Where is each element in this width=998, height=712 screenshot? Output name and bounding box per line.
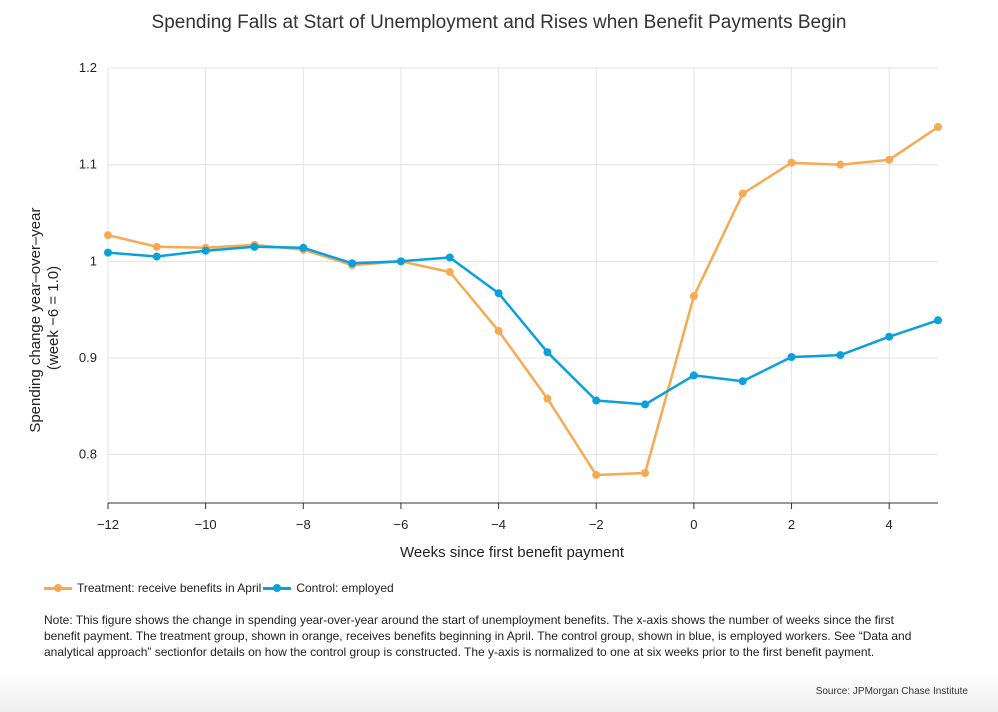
data-point-treatment	[543, 394, 552, 403]
y-tick-label: 0.8	[79, 447, 97, 462]
footer-band	[0, 672, 998, 712]
x-tick-label: −6	[394, 517, 409, 532]
legend-item-treatment: Treatment: receive benefits in April	[44, 581, 261, 595]
x-tick-label: 2	[788, 517, 795, 532]
legend-swatch-control	[263, 582, 292, 594]
x-tick-label: −8	[296, 517, 311, 532]
source-credit: Source: JPMorgan Chase Institute	[815, 686, 968, 697]
data-point-control	[836, 351, 845, 360]
data-point-treatment	[445, 267, 454, 276]
data-point-treatment	[641, 469, 650, 478]
data-point-control	[152, 252, 161, 261]
data-point-control	[250, 242, 259, 251]
data-point-treatment	[787, 158, 796, 167]
legend: Treatment: receive benefits in April Con…	[44, 581, 396, 595]
data-point-control	[104, 248, 112, 257]
y-tick-label: 1	[90, 253, 97, 268]
x-tick-label: 4	[886, 517, 893, 532]
series-group	[104, 122, 942, 479]
data-point-control	[738, 377, 747, 386]
data-point-treatment	[494, 326, 503, 335]
data-point-control	[201, 246, 210, 255]
data-point-treatment	[836, 160, 845, 169]
data-point-control	[445, 253, 454, 262]
data-point-control	[348, 259, 357, 268]
axes: 0.8 0.9 1 1.1 1.2 −12 −10 −8 −6 −4 −2 0 2 4	[79, 60, 938, 532]
data-point-control	[592, 396, 601, 405]
data-point-control	[885, 332, 894, 341]
legend-label-treatment: Treatment: receive benefits in April	[77, 581, 262, 595]
data-point-control	[396, 257, 405, 266]
y-tick-label: 0.9	[79, 350, 97, 365]
x-tick-label: −2	[589, 517, 604, 532]
y-axis-label: Spending change year–over–year (week −6 …	[27, 203, 62, 432]
data-point-treatment	[152, 242, 161, 251]
data-point-control	[494, 289, 503, 298]
x-tick-label: −4	[491, 517, 506, 532]
y-axis-label-line1: Spending change year–over–year	[27, 208, 44, 433]
data-point-treatment	[738, 189, 747, 198]
data-point-treatment	[592, 470, 601, 479]
data-point-treatment	[104, 231, 112, 240]
data-point-control	[787, 353, 796, 362]
series-line-control	[107, 245, 939, 406]
x-tick-label: 0	[690, 517, 697, 532]
data-point-treatment	[885, 155, 894, 164]
data-point-control	[689, 371, 698, 380]
x-axis-label: Weeks since first benefit payment	[400, 544, 625, 561]
grid-lines	[107, 67, 938, 503]
legend-swatch-treatment	[44, 582, 72, 594]
data-point-control	[543, 348, 552, 357]
legend-item-control: Control: employed	[263, 581, 394, 595]
data-point-control	[934, 316, 942, 325]
y-tick-label: 1.1	[79, 157, 97, 172]
y-axis-label-line2: (week −6 = 1.0)	[45, 266, 62, 370]
legend-label-control: Control: employed	[296, 581, 394, 595]
series-line-treatment	[107, 125, 939, 477]
y-tick-label: 1.2	[79, 60, 97, 75]
x-tick-label: −12	[97, 517, 119, 532]
chart-title: Spending Falls at Start of Unemployment …	[151, 12, 847, 33]
data-point-treatment	[689, 292, 698, 301]
data-point-control	[641, 400, 650, 409]
line-chart: 0.8 0.9 1 1.1 1.2 −12 −10 −8 −6 −4 −2 0 2 4 Weeks sin…	[27, 60, 942, 561]
data-point-control	[299, 243, 308, 252]
data-point-treatment	[934, 122, 942, 131]
x-tick-label: −10	[195, 517, 217, 532]
figure-note: Note: This figure shows the change in sp…	[44, 613, 912, 659]
